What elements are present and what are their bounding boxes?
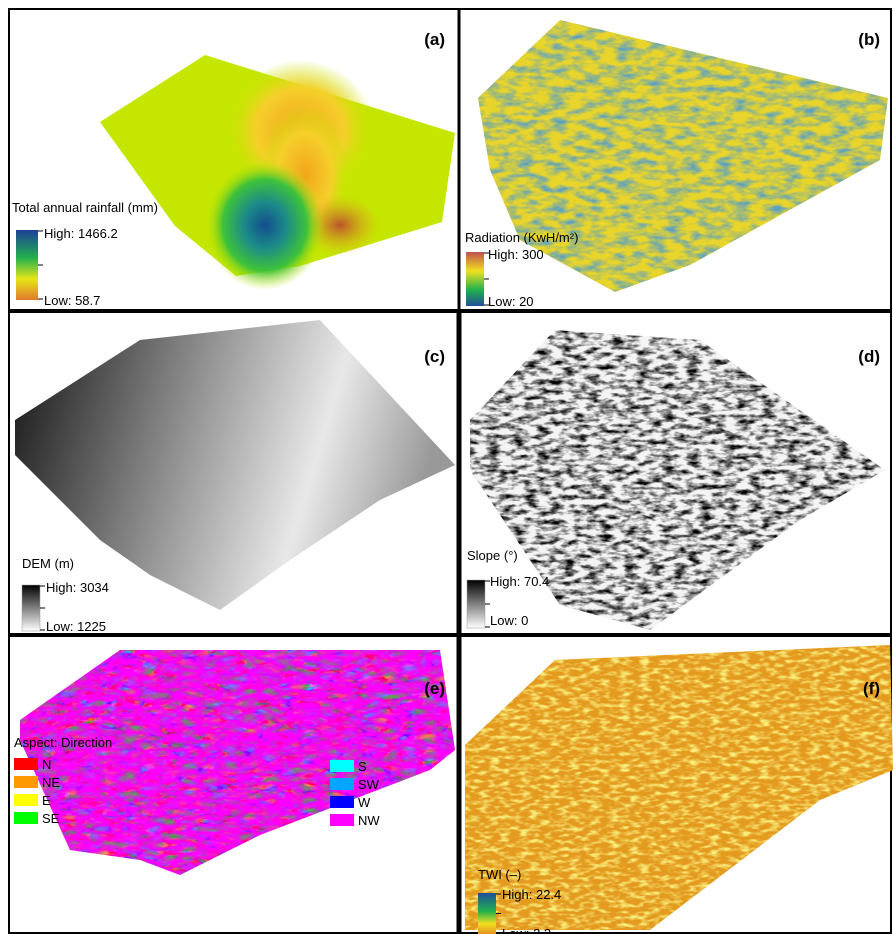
legend-low: Low: 1225 xyxy=(46,619,106,634)
legend-low: Low: 2.3 xyxy=(502,926,551,934)
legend-high: High: 1466.2 xyxy=(44,226,118,241)
legend-swatch xyxy=(14,794,38,806)
legend-title: Aspect: Direction xyxy=(14,735,112,750)
panel-label: (c) xyxy=(424,347,445,366)
legend-title: Slope (°) xyxy=(467,548,518,563)
panel-label: (d) xyxy=(858,347,880,366)
legend-swatch xyxy=(330,814,354,826)
radiation-map xyxy=(466,20,888,306)
legend-title: Total annual rainfall (mm) xyxy=(12,200,158,215)
legend-high: High: 70.4 xyxy=(490,574,549,589)
legend-high: High: 22.4 xyxy=(502,887,561,902)
legend-item: N xyxy=(42,757,51,772)
panel-label: (b) xyxy=(858,30,880,49)
legend-item: SE xyxy=(42,811,60,826)
legend-swatch xyxy=(330,796,354,808)
legend-item: S xyxy=(358,759,367,774)
panel-label: (f) xyxy=(863,679,880,698)
legend-low: Low: 20 xyxy=(488,294,534,309)
legend-item: NE xyxy=(42,775,60,790)
legend-swatch xyxy=(330,778,354,790)
legend-swatch xyxy=(14,758,38,770)
legend-title: Radiation (KwH/m²) xyxy=(465,230,578,245)
rainfall-map xyxy=(16,55,455,300)
legend-item: E xyxy=(42,793,51,808)
legend-high: High: 300 xyxy=(488,247,544,262)
panel-label: (e) xyxy=(424,679,445,698)
legend-item: W xyxy=(358,795,371,810)
legend-swatch xyxy=(14,776,38,788)
legend-item: SW xyxy=(358,777,380,792)
legend-title: TWI (–) xyxy=(478,867,521,882)
panel-borders xyxy=(8,8,892,934)
legend-swatch xyxy=(14,812,38,824)
aspect-map xyxy=(20,650,455,875)
legend-item: NW xyxy=(358,813,380,828)
legend-high: High: 3034 xyxy=(46,580,109,595)
legend-swatch xyxy=(330,760,354,772)
legend-low: Low: 0 xyxy=(490,613,528,628)
twi-map xyxy=(465,645,893,934)
legend-title: DEM (m) xyxy=(22,556,74,571)
slope-map xyxy=(466,330,885,630)
panel-label: (a) xyxy=(424,30,445,49)
legend-low: Low: 58.7 xyxy=(44,293,100,308)
